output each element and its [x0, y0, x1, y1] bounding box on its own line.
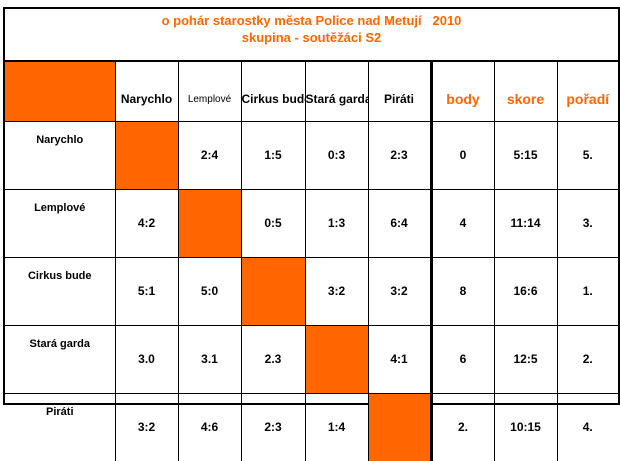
table-row: Stará garda 3.0 3.1 2.3 4:1 6 12:5 2. — [5, 324, 618, 394]
table-row: Cirkus bude 5:1 5:0 3:2 3:2 8 16:6 1. — [5, 256, 618, 326]
points-cell: 0 — [429, 120, 495, 190]
score-cell: 16:6 — [493, 256, 558, 326]
diagonal-cell — [304, 324, 369, 394]
match-result: 5:1 — [114, 256, 179, 326]
match-result: 3.0 — [114, 324, 179, 394]
table-row: Lemplové 4:2 0:5 1:3 6:4 4 11:14 3. — [5, 188, 618, 258]
rank-cell: 1. — [556, 256, 618, 326]
points-cell: 2. — [429, 392, 495, 461]
match-result: 4:2 — [114, 188, 179, 258]
diagonal-cell — [367, 392, 432, 461]
header-row: Narychlo Lemplové Cirkus bude Stará gard… — [5, 62, 618, 122]
results-table: Narychlo Lemplové Cirkus bude Stará gard… — [5, 62, 618, 461]
match-result: 2:3 — [240, 392, 306, 461]
match-result: 0:5 — [240, 188, 306, 258]
match-result: 3.1 — [177, 324, 242, 394]
match-result: 4:1 — [367, 324, 432, 394]
table-title: o pohár starostky města Police nad Metuj… — [5, 9, 618, 62]
team-name: Stará garda — [5, 324, 116, 394]
rank-cell: 4. — [556, 392, 618, 461]
col-header: Cirkus bude — [240, 62, 306, 122]
match-result: 2:4 — [177, 120, 242, 190]
score-cell: 10:15 — [493, 392, 558, 461]
match-result: 2:3 — [367, 120, 432, 190]
match-result: 1:3 — [304, 188, 369, 258]
team-name: Lemplové — [5, 188, 116, 258]
team-name: Piráti — [5, 392, 116, 461]
col-header-body: body — [429, 62, 495, 122]
col-header-skore: skore — [493, 62, 558, 122]
match-result: 3:2 — [114, 392, 179, 461]
match-result: 3:2 — [367, 256, 432, 326]
title-line-1: o pohár starostky města Police nad Metuj… — [161, 13, 462, 28]
col-header-poradi: pořadí — [556, 62, 618, 122]
score-cell: 12:5 — [493, 324, 558, 394]
team-name: Cirkus bude — [5, 256, 116, 326]
rank-cell: 3. — [556, 188, 618, 258]
diagonal-cell — [240, 256, 306, 326]
match-result: 3:2 — [304, 256, 369, 326]
points-cell: 6 — [429, 324, 495, 394]
match-result: 5:0 — [177, 256, 242, 326]
points-cell: 8 — [429, 256, 495, 326]
col-header: Stará garda — [304, 62, 369, 122]
score-cell: 5:15 — [493, 120, 558, 190]
match-result: 2.3 — [240, 324, 306, 394]
results-table-frame: o pohár starostky města Police nad Metuj… — [3, 7, 620, 461]
match-result: 1:5 — [240, 120, 306, 190]
rank-cell: 5. — [556, 120, 618, 190]
corner-cell — [5, 62, 116, 122]
match-result: 6:4 — [367, 188, 432, 258]
table-row: Narychlo 2:4 1:5 0:3 2:3 0 5:15 5. — [5, 120, 618, 190]
match-result: 4:6 — [177, 392, 242, 461]
points-cell: 4 — [429, 188, 495, 258]
diagonal-cell — [114, 120, 179, 190]
match-result: 0:3 — [304, 120, 369, 190]
title-line-2: skupina - soutěžáci S2 — [241, 30, 382, 45]
team-name: Narychlo — [5, 120, 116, 190]
col-header: Piráti — [367, 62, 432, 122]
col-header: Narychlo — [114, 62, 179, 122]
match-result: 1:4 — [304, 392, 369, 461]
col-header: Lemplové — [177, 62, 242, 122]
rank-cell: 2. — [556, 324, 618, 394]
diagonal-cell — [177, 188, 242, 258]
score-cell: 11:14 — [493, 188, 558, 258]
table-row: Piráti 3:2 4:6 2:3 1:4 2. 10:15 4. — [5, 392, 618, 461]
